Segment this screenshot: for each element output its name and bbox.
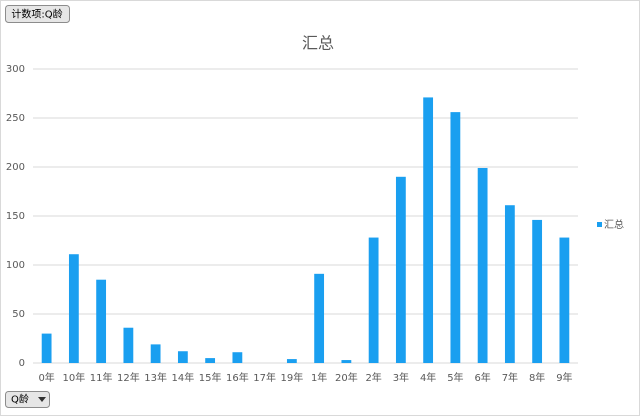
value-field-button-label: 计数项:Q龄 [11, 8, 62, 21]
bar [232, 352, 243, 363]
y-tick-label: 150 [6, 211, 25, 222]
axis-field-button-label: Q龄 [11, 393, 29, 406]
y-tick-label: 50 [12, 309, 25, 320]
bar [205, 358, 216, 363]
axis-field-button[interactable] [5, 391, 50, 408]
x-tick-label: 8年 [529, 371, 545, 384]
x-tick-label: 0年 [38, 371, 54, 384]
bar [41, 333, 52, 363]
y-tick-label: 250 [6, 113, 25, 124]
bar [96, 279, 107, 363]
bar [477, 167, 488, 363]
bar [68, 254, 79, 363]
x-tick-label: 17年 [253, 371, 276, 384]
x-tick-label: 4年 [420, 371, 436, 384]
x-tick-label: 5年 [447, 371, 463, 384]
bar [504, 205, 515, 363]
y-tick-label: 0 [19, 358, 25, 369]
x-tick-label: 7年 [502, 371, 518, 384]
x-tick-label: 10年 [63, 371, 86, 384]
x-tick-label: 20年 [335, 371, 358, 384]
bar [177, 351, 188, 363]
y-tick-label: 300 [6, 64, 25, 75]
legend-swatch [597, 222, 602, 227]
x-tick-label: 12年 [117, 371, 140, 384]
bar [395, 176, 406, 363]
legend-label: 汇总 [604, 218, 624, 231]
x-tick-label: 16年 [226, 371, 249, 384]
bar [314, 273, 325, 363]
x-tick-label: 9年 [556, 371, 572, 384]
x-tick-label: 6年 [474, 371, 490, 384]
x-tick-label: 2年 [365, 371, 381, 384]
y-tick-label: 200 [6, 162, 25, 173]
x-tick-label: 3年 [393, 371, 409, 384]
x-tick-label: 11年 [90, 371, 113, 384]
value-field-button[interactable] [5, 5, 70, 23]
bar [532, 219, 543, 363]
bar [559, 237, 570, 363]
x-tick-label: 15年 [199, 371, 222, 384]
bar [368, 237, 379, 363]
bar [150, 344, 161, 363]
y-tick-label: 100 [6, 260, 25, 271]
bar [123, 327, 134, 363]
bar [341, 360, 352, 363]
dropdown-arrow [38, 397, 46, 402]
bar [286, 359, 297, 363]
x-tick-label: 13年 [144, 371, 167, 384]
chart-title: 汇总 [302, 34, 334, 53]
x-tick-label: 1年 [311, 371, 327, 384]
bar [450, 112, 461, 364]
x-tick-label: 19年 [281, 371, 304, 384]
bar [423, 97, 434, 364]
x-tick-label: 14年 [172, 371, 195, 384]
